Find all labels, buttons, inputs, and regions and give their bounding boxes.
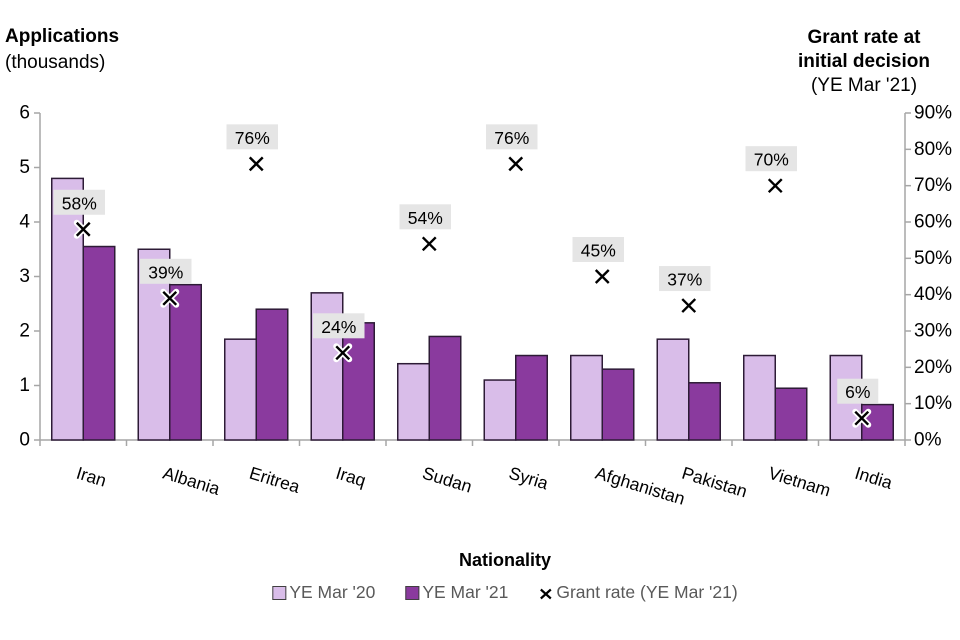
grant-rate-label-albania: 39% [148,262,183,282]
bar-ye-mar-21-albania [169,283,202,441]
left-axis-tick-label: 0 [19,430,30,451]
grant-rate-label-iraq: 24% [321,317,356,337]
grant-rate-label-bg-albania [140,258,192,284]
category-label-sudan: Sudan [420,463,474,497]
right-axis-tick-label: 40% [914,284,952,305]
right-axis-title-line3: (YE Mar '21) [810,75,918,96]
left-axis-title-line1: Applications [5,26,120,47]
left-axis-tick-label: 2 [19,321,30,342]
bar-ye-mar-21-iraq [342,322,375,441]
category-label-syria: Syria [507,463,551,494]
right-axis-tick-label: 90% [914,103,952,124]
left-axis-tick-label: 6 [19,103,30,124]
grant-rate-label-bg-sudan [399,204,451,230]
category-label-iran: Iran [74,463,109,491]
right-axis-tick-label: 0% [914,430,942,451]
legend-x-marker-icon [538,585,553,600]
x-axis-title: Nationality [458,550,552,570]
category-label-afghanistan: Afghanistan [593,463,687,509]
grant-rate-label-bg-vietnam [745,146,797,172]
right-axis-tick-label: 60% [914,212,952,233]
grant-rate-label-sudan: 54% [408,208,443,228]
bar-ye-mar-20-syria [483,379,517,441]
grant-rate-label-vietnam: 70% [754,150,789,170]
bar-ye-mar-20-afghanistan [570,354,603,441]
bar-ye-mar-20-iran [51,177,84,441]
grant-rate-marker-india [854,410,870,426]
bar-ye-mar-21-sudan [428,335,462,441]
grant-rate-label-bg-india [837,378,879,404]
bar-ye-mar-20-pakistan [656,338,690,441]
grant-rate-marker-syria [508,156,524,172]
grant-rate-label-india: 6% [845,382,870,402]
grant-rate-label-syria: 76% [494,128,529,148]
grant-rate-label-bg-syria [486,124,538,150]
bar-ye-mar-20-eritrea [224,338,257,441]
category-label-eritrea: Eritrea [247,463,302,497]
bar-ye-mar-21-eritrea [255,308,289,441]
chart-plot: 01234560%10%20%30%40%50%60%70%80%90%58%3… [19,103,952,509]
legend-item-ye-mar-20: YE Mar '20 [272,582,375,603]
category-label-india: India [853,463,895,493]
grant-rate-label-iran: 58% [62,193,97,213]
category-label-albania: Albania [161,463,223,499]
right-axis-tick-label: 10% [914,393,952,414]
category-label-vietnam: Vietnam [766,463,833,501]
grant-rate-label-afghanistan: 45% [581,241,616,261]
left-axis-title-line2: (thousands) [5,52,106,73]
right-axis-tick-label: 70% [914,175,952,196]
grant-rate-marker-afghanistan [594,269,610,284]
right-axis-tick-label: 50% [914,248,952,269]
bar-ye-mar-21-syria [515,354,548,441]
left-axis-tick-label: 1 [19,375,30,396]
legend-label-grant-rate: Grant rate (YE Mar '21) [556,582,738,602]
legend-swatch-ye-mar-20-icon [272,585,287,600]
legend-label-ye-mar-20: YE Mar '20 [289,582,376,602]
grant-rate-marker-iraq [335,345,351,361]
category-label-pakistan: Pakistan [680,463,750,502]
right-axis-title: Grant rate at initial decision (YE Mar '… [798,26,930,98]
left-axis-tick-label: 4 [19,212,30,233]
bar-ye-mar-21-afghanistan [601,368,635,441]
grant-rate-label-eritrea: 76% [235,128,270,148]
grant-rate-label-bg-eritrea [226,124,278,150]
right-axis-tick-label: 20% [914,357,952,378]
left-axis-tick-label: 3 [19,266,30,287]
grant-rate-label-bg-afghanistan [572,237,624,262]
grant-rate-marker-sudan [421,236,437,252]
right-axis-tick-label: 30% [914,321,952,342]
bar-ye-mar-20-sudan [397,362,430,441]
legend-item-grant-rate: Grant rate (YE Mar '21) [538,582,738,603]
bar-ye-mar-21-iran [82,245,116,441]
grant-rate-label-bg-pakistan [659,266,711,292]
grant-rate-label-bg-iran [53,189,105,215]
right-axis-title-line2: initial decision [798,51,930,72]
grant-rate-marker-vietnam [767,178,783,194]
legend-label-ye-mar-21: YE Mar '21 [422,582,509,602]
legend-swatch-ye-mar-21-icon [405,585,420,600]
left-axis-title: Applications (thousands) [5,24,119,76]
bar-ye-mar-21-pakistan [688,382,721,441]
grant-rate-label-bg-iraq [313,313,365,339]
grant-rate-marker-iran [75,221,91,237]
bar-ye-mar-21-vietnam [774,387,808,441]
grant-rate-marker-eritrea [248,156,264,172]
grant-rate-label-pakistan: 37% [667,270,702,290]
grant-rate-marker-pakistan [681,298,697,313]
left-axis-tick-label: 5 [19,157,30,178]
bar-ye-mar-20-vietnam [743,354,776,441]
chart-legend: YE Mar '20 YE Mar '21 Grant rate (YE Mar… [272,582,738,603]
grant-rate-marker-albania [162,290,178,306]
right-axis-title-line1: Grant rate at [807,27,921,48]
legend-item-ye-mar-21: YE Mar '21 [405,582,508,603]
right-axis-tick-label: 80% [914,139,952,160]
category-label-iraq: Iraq [334,463,369,491]
